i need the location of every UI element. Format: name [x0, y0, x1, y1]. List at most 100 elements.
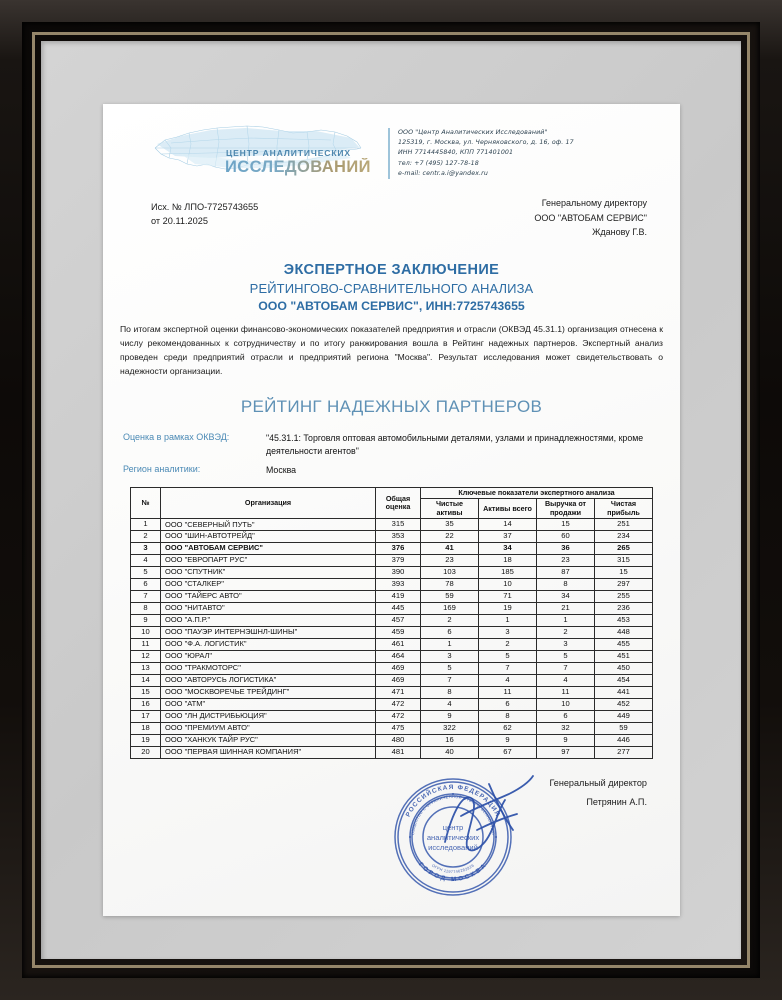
- cell-number: 13: [130, 661, 161, 675]
- rating-table: № Организация Общая оценка Ключевые пока…: [130, 486, 653, 759]
- company-logo: ЦЕНТР АНАЛИТИЧЕСКИХ ИССЛЕДОВАНИЙ: [151, 118, 371, 184]
- cell-net-profit: 450: [594, 661, 653, 675]
- rating-section-heading: РЕЙТИНГ НАДЕЖНЫХ ПАРТНЕРОВ: [240, 397, 543, 416]
- cell-total-assets: 14: [478, 518, 537, 532]
- cell-total-score: 315: [375, 518, 421, 532]
- cell-number: 15: [130, 685, 161, 699]
- cell-total-assets: 10: [478, 578, 537, 592]
- logo-text-line1: ЦЕНТР АНАЛИТИЧЕСКИХ: [226, 148, 351, 158]
- cell-organization: ООО "ЕВРОПАРТ РУС": [160, 554, 376, 568]
- signatory-name: Петрянин А.П.: [586, 797, 647, 808]
- cell-number: 11: [130, 637, 161, 651]
- cell-net-profit: 454: [594, 673, 653, 687]
- okved-label: Оценка в рамках ОКВЭД:: [123, 432, 230, 442]
- cell-net-assets: 23: [420, 554, 479, 568]
- stamp-inner-bottom-text: ОГРН 1197746283926: [431, 863, 475, 874]
- cell-number: 9: [130, 614, 161, 628]
- cell-revenue: 21: [536, 602, 595, 616]
- reference-number: Исх. № ЛПО-7725743655: [151, 202, 259, 212]
- cell-total-assets: 7: [478, 661, 537, 675]
- cell-net-assets: 78: [420, 578, 479, 592]
- cell-total-score: 469: [375, 661, 421, 675]
- cell-organization: ООО "СПУТНИК": [160, 566, 376, 580]
- title-line-3: ООО "АВТОБАМ СЕРВИС", ИНН:7725743655: [258, 299, 525, 313]
- cell-organization: ООО "ШИН-АВТОТРЕЙД": [160, 530, 376, 544]
- table-row: 2 ООО "ШИН-АВТОТРЕЙД" 353 22 37 60 234: [130, 530, 653, 544]
- cell-total-assets: 1: [478, 614, 537, 628]
- signature-block: Генеральный директор Петрянин А.П.: [549, 774, 647, 812]
- cell-net-profit: 277: [594, 745, 653, 759]
- cell-organization: ООО "ПРЕМИУМ АВТО": [160, 721, 376, 735]
- table-row: 16 ООО "АТМ" 472 4 6 10 452: [130, 697, 653, 711]
- cell-organization: ООО "Ф.А. ЛОГИСТИК": [160, 637, 376, 651]
- official-round-stamp: РОССИЙСКАЯ ФЕДЕРАЦИЯ ГОРОД МОСКВА ОБЩЕСТ…: [394, 778, 512, 896]
- table-row: 4 ООО "ЕВРОПАРТ РУС" 379 23 18 23 315: [130, 554, 653, 568]
- cell-organization: ООО "ХАНКУК ТАЙР РУС": [160, 733, 376, 747]
- cell-net-assets: 1: [420, 637, 479, 651]
- th-total-score: Общая оценка: [375, 486, 421, 520]
- cell-number: 20: [130, 745, 161, 759]
- addressee-name: Жданову Г.В.: [592, 227, 647, 238]
- cell-total-score: 379: [375, 554, 421, 568]
- cell-revenue: 36: [536, 542, 595, 556]
- cell-revenue: 1: [536, 614, 595, 628]
- cell-net-profit: 452: [594, 697, 653, 711]
- cell-organization: ООО "АТМ": [160, 697, 376, 711]
- cell-net-assets: 35: [420, 518, 479, 532]
- stamp-center-line1: центр: [443, 823, 463, 832]
- cell-revenue: 5: [536, 649, 595, 663]
- reference-date: от 20.11.2025: [151, 215, 208, 226]
- table-row: 1 ООО "СЕВЕРНЫЙ ПУТЬ" 315 35 14 15 251: [130, 518, 653, 532]
- stamp-center-line2: аналитических: [427, 833, 480, 842]
- region-label: Регион аналитики:: [123, 464, 201, 474]
- cell-net-assets: 7: [420, 673, 479, 687]
- table-row: 6 ООО "СТАЛКЕР" 393 78 10 8 297: [130, 578, 653, 592]
- cell-total-score: 471: [375, 685, 421, 699]
- table-row: 5 ООО "СПУТНИК" 390 103 185 87 15: [130, 566, 653, 580]
- cell-total-assets: 11: [478, 685, 537, 699]
- cell-net-assets: 6: [420, 626, 479, 639]
- cell-organization: ООО "СЕВЕРНЫЙ ПУТЬ": [160, 518, 376, 532]
- cell-total-assets: 71: [478, 590, 537, 604]
- cell-net-profit: 297: [594, 578, 653, 592]
- cell-net-profit: 448: [594, 626, 653, 639]
- cell-total-assets: 5: [478, 649, 537, 663]
- addressee-company: ООО "АВТОБАМ СЕРВИС": [534, 212, 647, 223]
- th-organization: Организация: [160, 486, 376, 520]
- cell-total-score: 481: [375, 745, 421, 759]
- cell-net-assets: 40: [420, 745, 479, 759]
- cell-total-assets: 62: [478, 721, 537, 735]
- cell-number: 12: [130, 649, 161, 663]
- table-body: 1 ООО "СЕВЕРНЫЙ ПУТЬ" 315 35 14 15 251 2 ООО "ШИ…: [130, 518, 653, 759]
- cell-net-assets: 169: [420, 602, 479, 616]
- cell-net-profit: 59: [594, 721, 653, 735]
- cell-total-score: 469: [375, 673, 421, 687]
- cell-organization: ООО "ЛН ДИСТРИБЬЮЦИЯ": [160, 709, 376, 723]
- certificate-document: ЦЕНТР АНАЛИТИЧЕСКИХ ИССЛЕДОВАНИЙ ООО "Це…: [103, 104, 680, 916]
- cell-net-profit: 451: [594, 649, 653, 663]
- cell-revenue: 11: [536, 685, 595, 699]
- table-row: 20 ООО "ПЕРВАЯ ШИННАЯ КОМПАНИЯ" 481 40 67 97 2…: [130, 745, 653, 759]
- cell-revenue: 4: [536, 673, 595, 687]
- table-row: 7 ООО "ТАЙЕРС АВТО" 419 59 71 34 255: [130, 590, 653, 604]
- table-row: 18 ООО "ПРЕМИУМ АВТО" 475 322 62 32 59: [130, 721, 653, 735]
- cell-number: 6: [130, 578, 161, 592]
- cell-total-assets: 37: [478, 530, 537, 544]
- cell-number: 5: [130, 566, 161, 580]
- cell-total-assets: 9: [478, 733, 537, 747]
- cell-net-profit: 234: [594, 530, 653, 544]
- cell-net-profit: 449: [594, 709, 653, 723]
- cell-net-profit: 455: [594, 637, 653, 651]
- cell-total-score: 480: [375, 733, 421, 747]
- th-kpi-revenue-line2: продажи: [549, 507, 582, 517]
- addressee-position: Генеральному директору: [541, 198, 647, 208]
- table-header-row-2: Чистые активы Активы всего Выручка от пр…: [131, 498, 653, 520]
- cell-net-profit: 315: [594, 554, 653, 568]
- stamp-center-line3: исследований: [428, 843, 478, 852]
- table-row: 11 ООО "Ф.А. ЛОГИСТИК" 461 1 2 3 455: [130, 637, 653, 651]
- cell-total-assets: 67: [478, 745, 537, 759]
- table-row: 3 ООО "АВТОБАМ СЕРВИС" 376 41 34 36 265: [130, 542, 653, 556]
- signatory-title: Генеральный директор: [549, 778, 647, 788]
- cell-number: 17: [130, 709, 161, 723]
- th-number: №: [130, 486, 161, 520]
